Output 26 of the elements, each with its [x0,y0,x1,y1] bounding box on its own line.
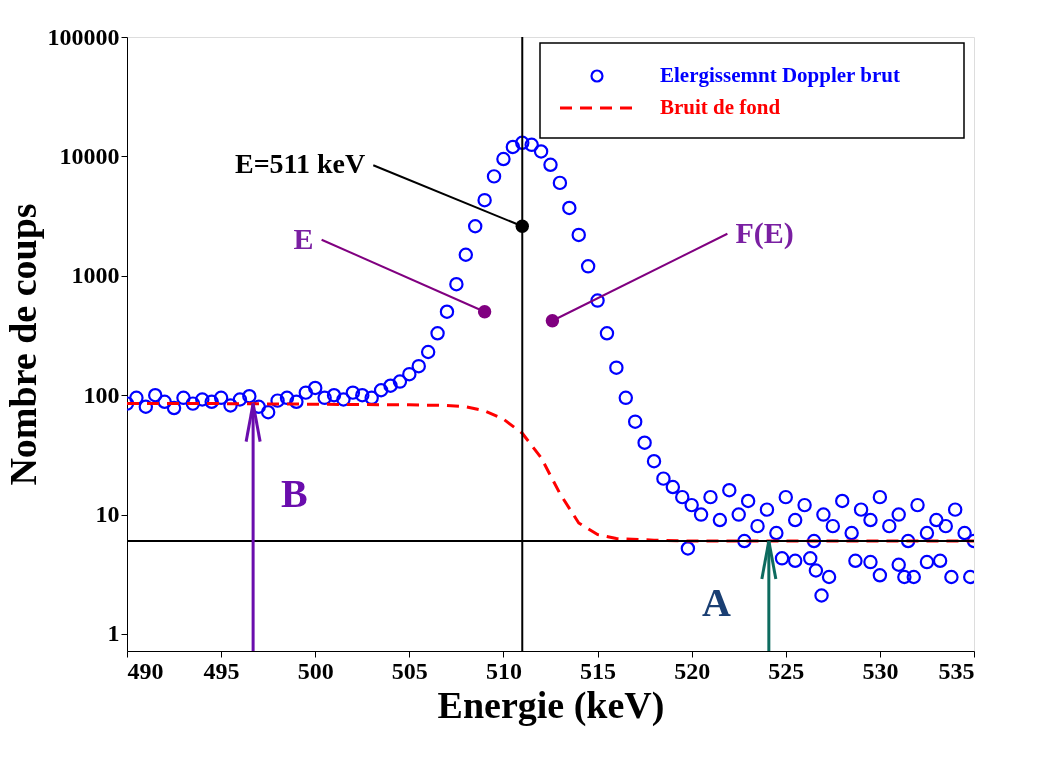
x-tick-label: 525 [768,657,805,684]
y-tick-label: 1 [107,620,120,647]
annotation: E=511 keV [234,148,366,180]
y-tick-label: 100000 [47,23,120,50]
y-axis-title: Nombre de coups [1,203,44,486]
annotation: F(E) [735,215,794,250]
annotation: A [701,580,731,626]
x-axis-title: Energie (keV) [437,683,665,727]
x-tick-label: 500 [297,657,334,684]
x-tick-label: 495 [203,657,240,684]
x-tick-label: 490 [127,657,164,684]
x-tick-label: 530 [862,657,899,684]
y-tick-label: 100 [83,381,120,408]
y-tick-label: 10 [95,501,120,528]
legend-label: Bruit de fond [660,95,781,119]
y-tick-label: 10000 [59,142,120,169]
x-tick-label: 515 [580,657,617,684]
line-series [127,402,974,543]
x-tick-label: 505 [391,657,428,684]
y-tick-label: 1000 [71,262,120,289]
text: Elergissemnt Doppler brut [660,63,900,87]
x-tick-label: 535 [938,657,975,684]
x-tick-label: 510 [485,657,522,684]
annotation: E [293,221,314,255]
x-tick-label: 520 [674,657,711,684]
annotation: B [281,470,308,516]
